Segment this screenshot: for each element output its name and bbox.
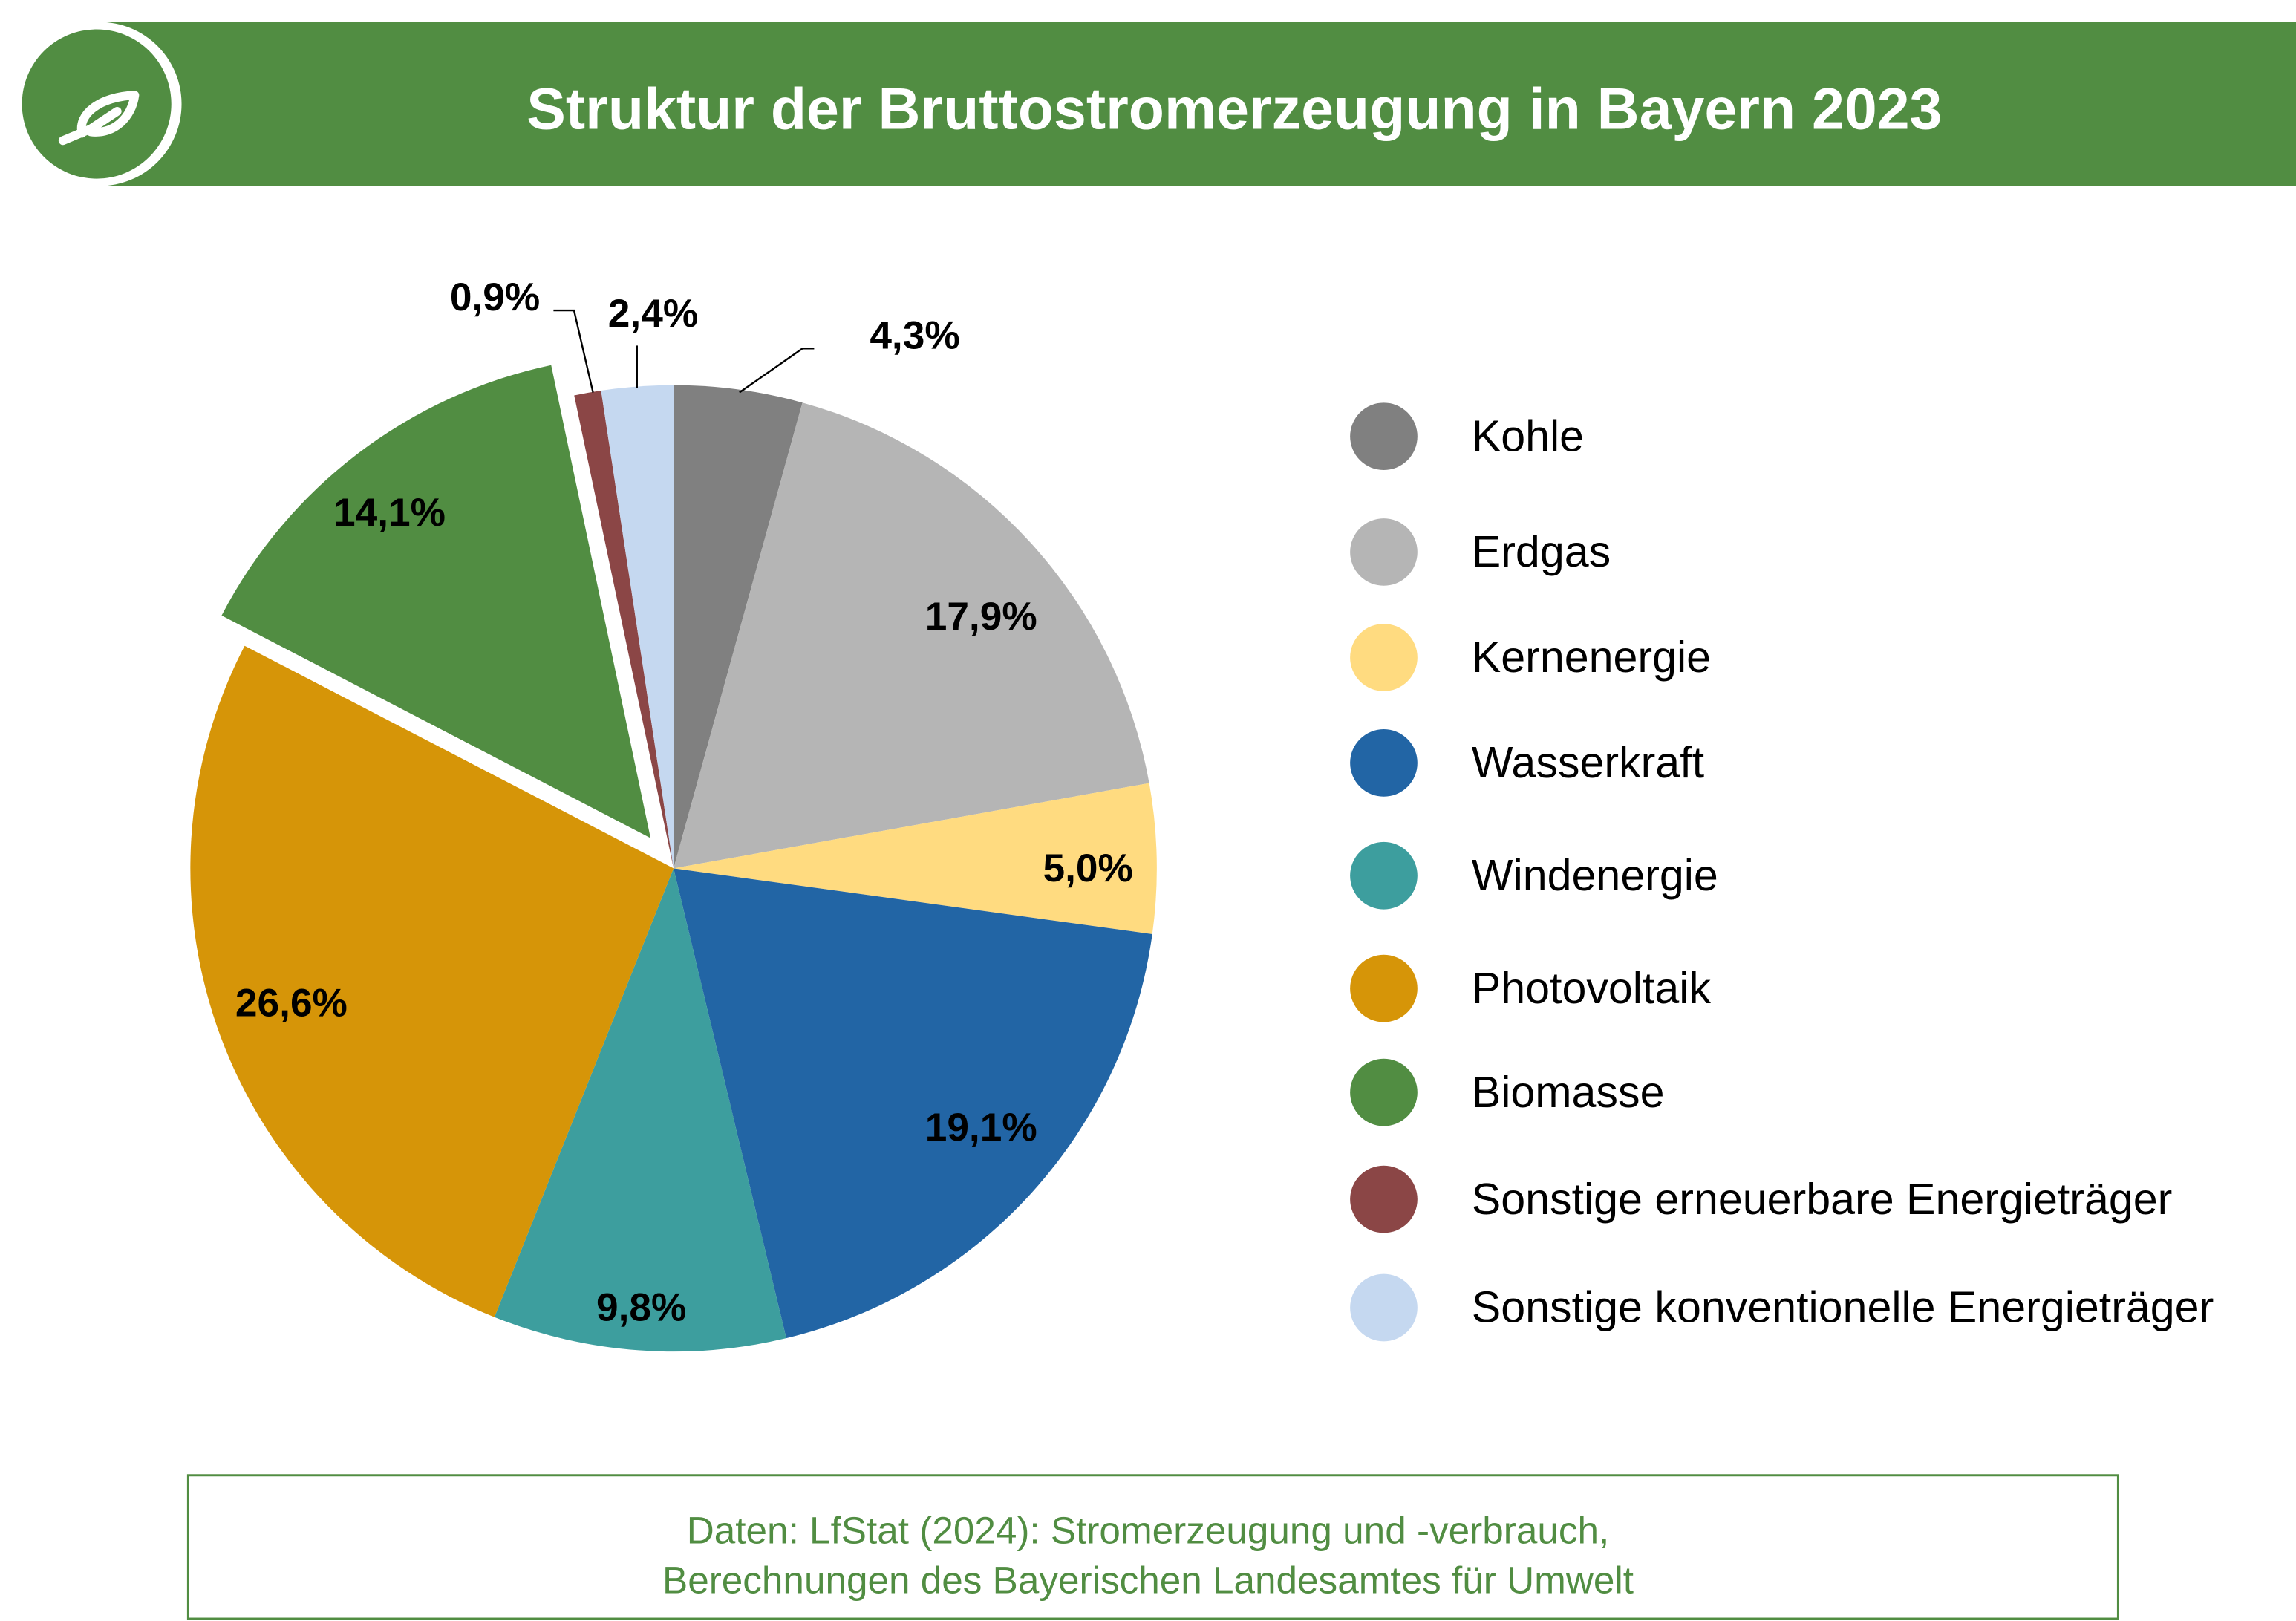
pie-slice-sonstige-konventionelle-energietraeger [601,385,674,869]
legend-label-kohle: Kohle [1472,411,1584,460]
header-band [97,22,2296,186]
legend-label-kernenergie: Kernenergie [1472,632,1711,682]
legend-swatch-erdgas [1350,518,1418,586]
pie-slice-kohle [674,385,803,869]
source-line-2: Berechnungen des Bayerischen Landesamtes… [662,1559,1634,1602]
pie-slice-photovoltaik [190,645,674,1317]
legend-swatch-sonstige-konventionelle-energietraeger [1350,1273,1418,1342]
data-label-sonstige-konventionelle-energietraeger: 2,4% [608,292,698,336]
legend-label-wasserkraft: Wasserkraft [1472,737,1704,787]
legend-label-sonstige-erneuerbare-energietraeger: Sonstige erneuerbare Energieträger [1472,1174,2173,1224]
pie-slice-erdgas [674,402,1149,869]
legend: Kohle Erdgas Kernenergie Wasserkraft Windene… [1350,402,2214,1342]
legend-swatch-sonstige-erneuerbare-energietraeger [1350,1165,1418,1233]
leader-line-sonstige-erneuerbare-energietraeger [553,309,594,393]
leaf-icon [17,22,182,186]
data-label-sonstige-erneuerbare-energietraeger: 0,9% [450,275,540,319]
source-line-1: Daten: LfStat (2024): Stromerzeugung und… [687,1509,1609,1551]
pie-slice-wasserkraft [674,868,1152,1339]
legend-label-windenergie: Windenergie [1472,850,1718,900]
legend-label-sonstige-konventionelle-energietraeger: Sonstige konventionelle Energieträger [1472,1282,2214,1332]
data-label-photovoltaik: 26,6% [235,982,348,1025]
pie-slice-sonstige-erneuerbare-energietraeger [574,391,674,869]
pie-chart [190,365,1157,1352]
data-label-wasserkraft: 19,1% [925,1106,1037,1149]
legend-swatch-wasserkraft [1350,729,1418,797]
pie-slice-windenergie [494,868,786,1352]
legend-swatch-windenergie [1350,841,1418,910]
data-label-windenergie: 9,8% [596,1286,686,1330]
legend-swatch-biomasse [1350,1058,1418,1126]
data-label-erdgas: 17,9% [925,595,1037,639]
pie-slice-biomasse [221,365,651,838]
legend-swatch-kernenergie [1350,624,1418,691]
data-label-kohle: 4,3% [870,313,959,357]
legend-swatch-photovoltaik [1350,954,1418,1022]
legend-label-photovoltaik: Photovoltaik [1472,963,1712,1013]
data-labels: 4,3% 17,9% 5,0% 19,1% 9,8% 26,6% 14,1% 0,9% 2,4% [235,275,1133,1330]
legend-label-biomasse: Biomasse [1472,1067,1665,1117]
legend-label-erdgas: Erdgas [1472,526,1611,576]
pie-slice-kernenergie [674,783,1157,934]
source-box [186,1474,2119,1620]
leader-line-kohle [739,348,815,394]
chart-title: Struktur der Bruttostromerzeugung in Bay… [526,76,1942,142]
data-label-kernenergie: 5,0% [1043,847,1132,890]
data-label-biomasse: 14,1% [333,491,446,535]
legend-swatch-kohle [1350,402,1418,471]
